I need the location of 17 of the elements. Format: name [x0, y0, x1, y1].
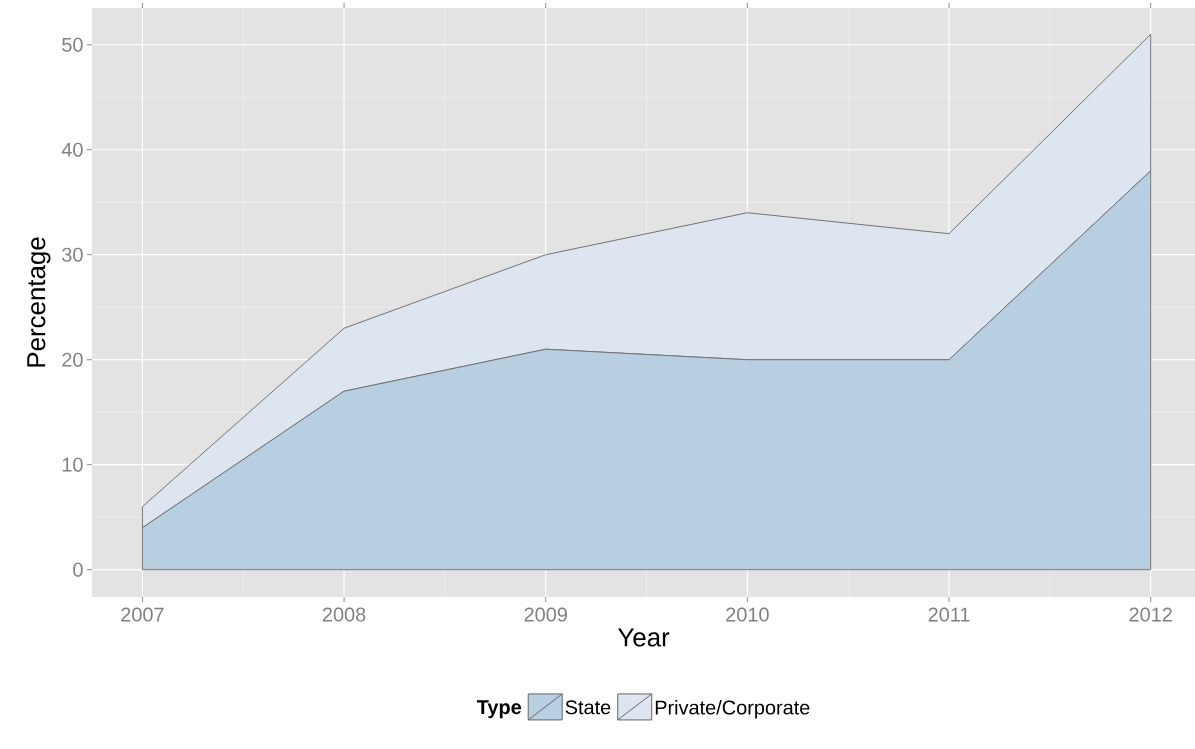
legend-label: State [565, 700, 611, 715]
y-tick-label: 0 [73, 562, 83, 577]
y-tick-label: 30 [62, 247, 83, 262]
x-tick-label: 2007 [121, 607, 164, 622]
legend-label: Private/Corporate [655, 699, 810, 719]
x-tick-label: 2010 [726, 607, 769, 622]
y-tick-label: 50 [62, 37, 83, 52]
x-tick-label: 2012 [1129, 607, 1172, 622]
x-tick-label: 2008 [322, 607, 366, 622]
x-tick-label: 2009 [524, 607, 567, 622]
y-tick-label: 10 [62, 457, 83, 472]
x-axis-title: Year [617, 628, 670, 647]
y-axis-title: Percentage [27, 237, 51, 367]
y-tick-label: 40 [61, 142, 83, 157]
x-tick-label: 2011 [928, 607, 970, 622]
y-tick-label: 20 [62, 352, 83, 367]
legend-title: Type [476, 700, 522, 719]
